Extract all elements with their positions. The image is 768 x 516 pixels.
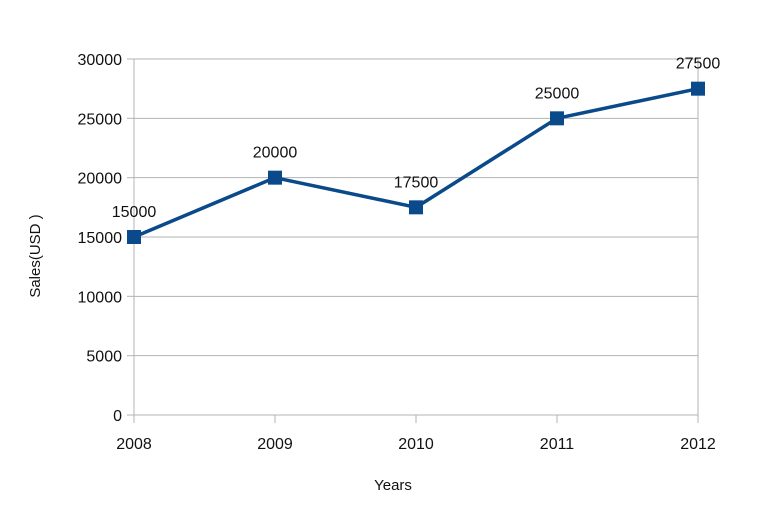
x-tick-label: 2010 [398,436,434,453]
x-tick-labels: 2008 2009 2010 2011 2012 [116,436,716,453]
series-line-group [133,86,699,239]
data-label: 15000 [112,204,157,221]
data-label: 27500 [676,56,721,73]
series-markers [127,81,705,244]
data-point-marker [550,111,564,126]
x-axis-title: Years [374,477,412,494]
data-labels: 15000 20000 17500 25000 27500 [112,56,721,221]
data-label: 25000 [535,85,580,102]
y-tick-label: 5000 [86,349,122,366]
x-tick-label: 2009 [257,436,293,453]
y-axis-title: Sales(USD ) [27,214,44,297]
y-tick-labels: 0 5000 10000 15000 20000 25000 30000 [78,52,123,425]
y-tick-label: 15000 [78,230,123,247]
y-tick-label: 10000 [78,289,123,306]
y-tick-label: 25000 [78,111,123,128]
data-label: 20000 [253,145,298,162]
y-tick-label: 0 [113,408,122,425]
x-tick-label: 2008 [116,436,152,453]
axes [127,58,699,423]
data-point-marker [268,170,282,185]
data-point-marker [691,81,705,96]
y-tick-label: 30000 [78,52,123,69]
data-label: 17500 [394,174,439,191]
gridlines [134,58,698,416]
y-tick-label: 20000 [78,171,123,188]
x-tick-label: 2012 [680,436,716,453]
series-line [133,86,699,239]
data-point-marker [127,230,141,244]
x-tick-label: 2011 [540,436,575,453]
data-point-marker [409,200,423,215]
